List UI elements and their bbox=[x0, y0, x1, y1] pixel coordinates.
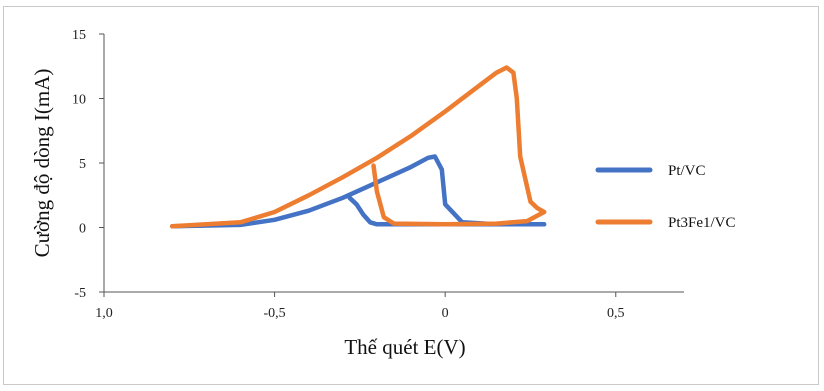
x-tick-label: -0,5 bbox=[264, 306, 286, 321]
axes bbox=[103, 34, 684, 293]
y-tick-label: 5 bbox=[79, 157, 86, 172]
legend-label-pt-vc: Pt/VC bbox=[668, 163, 706, 179]
y-tick-label: 10 bbox=[72, 93, 86, 108]
x-tick-label: 0 bbox=[442, 306, 449, 321]
series-group bbox=[169, 65, 547, 229]
y-tick-label: 0 bbox=[79, 222, 86, 237]
series-line-pt3fe1-vc-reverse bbox=[371, 163, 547, 227]
legend-label-pt3fe1-vc: Pt3Fe1/VC bbox=[668, 215, 736, 231]
series-line-pt-vc-forward bbox=[169, 154, 547, 229]
y-axis-label: Cường độ dòng I(mA) bbox=[30, 69, 54, 258]
y-tick-label: 15 bbox=[72, 28, 86, 43]
x-axis-label: Thế quét E(V) bbox=[344, 335, 465, 359]
x-tick-label: 1,0 bbox=[95, 306, 113, 321]
legend: Pt/VC Pt3Fe1/VC bbox=[595, 163, 736, 231]
x-tick-label: 0,5 bbox=[607, 306, 625, 321]
ticks-group: 1,0 -0,5 0 0,5 -5 0 5 10 15 bbox=[72, 28, 625, 321]
y-tick-label: -5 bbox=[74, 286, 86, 301]
chart-frame bbox=[3, 6, 819, 385]
series-line-pt3fe1-vc-forward bbox=[169, 65, 547, 229]
